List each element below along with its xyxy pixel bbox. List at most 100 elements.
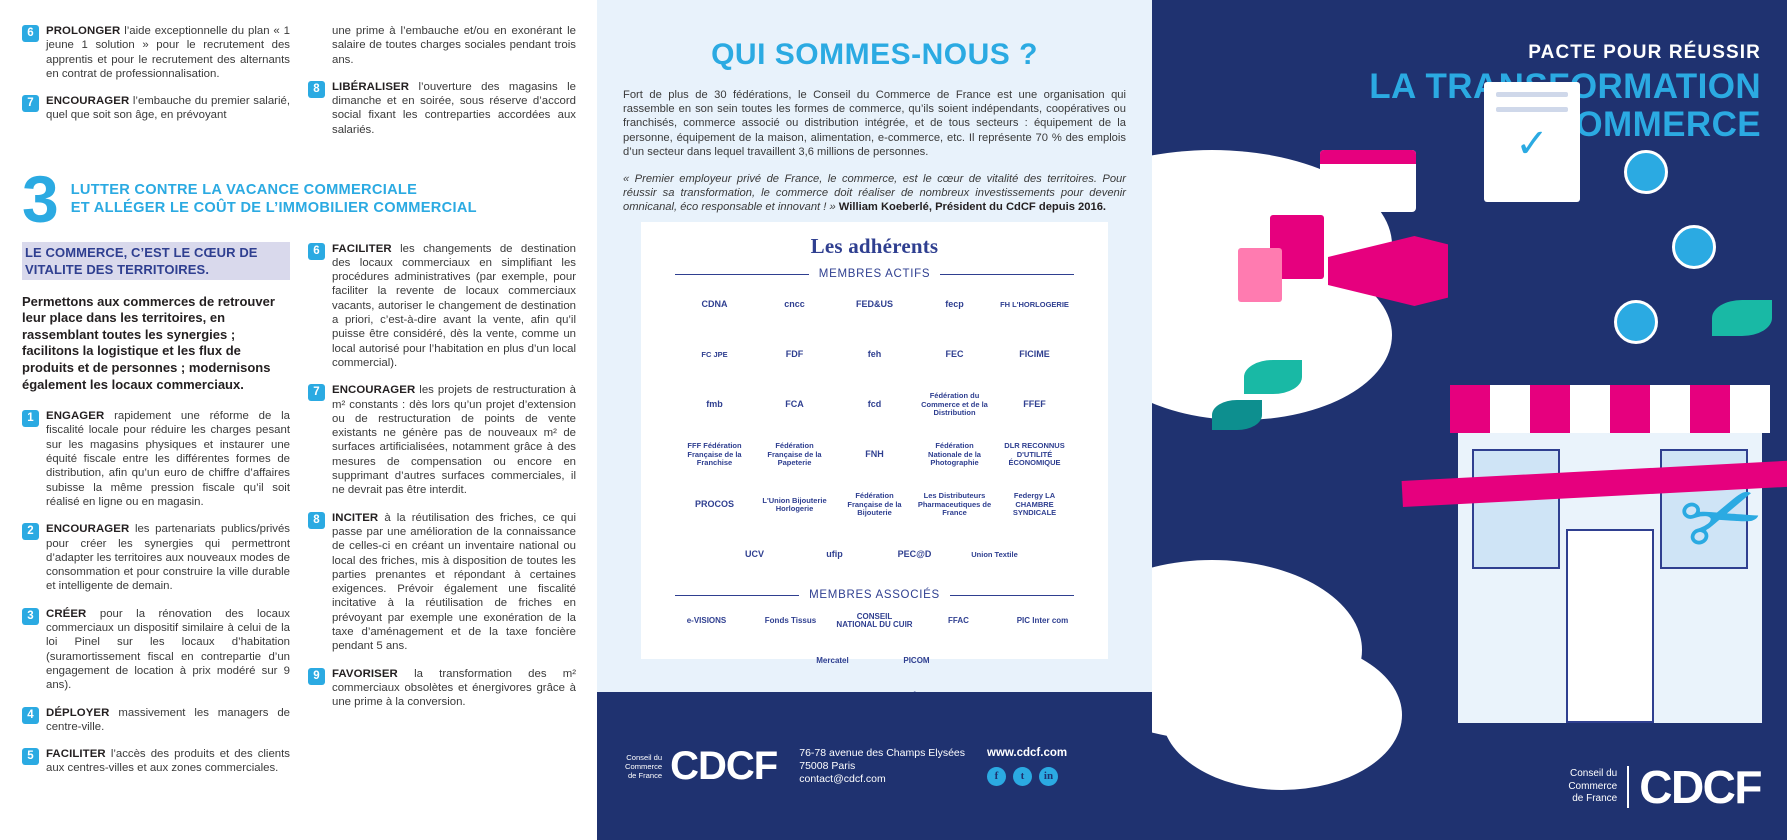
proposal-title: ENGAGER: [46, 410, 105, 423]
linkedin-icon[interactable]: in: [1039, 766, 1058, 786]
proposal-body: l’accès des produits et des clients aux …: [46, 748, 290, 775]
proposal-body: une prime à l’embauche et/ou en exonéran…: [332, 25, 576, 66]
proposal-body: l’aide exceptionnelle du plan « 1 jeune …: [46, 25, 290, 80]
shop-door: [1566, 529, 1654, 723]
proposal-text: INCITER à la réutilisation des friches, …: [332, 511, 576, 654]
proposal-item: 5 FACILITER l’accès des produits et des …: [22, 747, 290, 776]
active-members-logos: CDNA cncc FED&US fecp FH L'HORLOGERIE FC…: [641, 280, 1108, 580]
cover-title-line2: DU COMMERCE: [1488, 105, 1761, 144]
member-logo: DLR RECONNUS D'UTILITÉ ÉCONOMIQUE: [1004, 441, 1065, 468]
footer-logo-line2: Commerce: [625, 761, 663, 771]
cover-title: PACTE POUR RÉUSSIR LA TRANSFORMATION DU …: [1152, 42, 1761, 144]
proposal-text: PROLONGER l’aide exceptionnelle du plan …: [46, 24, 290, 81]
avatar: [1672, 225, 1716, 269]
section-highlight: LE COMMERCE, C’EST LE CŒUR DE VITALITE D…: [22, 241, 290, 280]
member-logo: Federgy LA CHAMBRE SYNDICALE: [1012, 491, 1057, 518]
member-logo: Fédération Française de la Bijouterie: [847, 491, 902, 518]
footer-web-block: www.cdcf.com f t in: [987, 747, 1067, 786]
proposal-title: ENCOURAGER: [46, 95, 130, 108]
proposal-number: 3: [22, 607, 39, 625]
proposal-number: 6: [308, 242, 325, 260]
rule-right: [949, 594, 1074, 596]
proposal-body: les partenariats publics/privés pour cré…: [46, 523, 290, 593]
proposal-body: l’ouverture des magasins le dimanche et …: [332, 80, 576, 136]
cover-logo-line2: Commerce: [1568, 780, 1618, 792]
cover-panel: PACTE POUR RÉUSSIR LA TRANSFORMATION DU …: [1152, 0, 1787, 840]
section-title: LUTTER CONTRE LA VACANCE COMMERCIALE ET …: [71, 182, 477, 217]
footer-logo-line3: de France: [627, 770, 663, 780]
member-logo: UCV: [744, 549, 764, 560]
proposal-title: CRÉER: [46, 607, 87, 620]
proposal-number: 4: [22, 706, 39, 724]
proposal-body: les changements de destination des locau…: [332, 242, 576, 369]
proposal-text: ENCOURAGER les projets de restructuratio…: [332, 383, 576, 497]
member-logo: ufip: [826, 549, 843, 560]
social-links: f t in: [987, 766, 1067, 786]
proposal-text: CRÉER pour la rénovation des locaux comm…: [46, 607, 290, 693]
member-logo: fecp: [945, 299, 964, 310]
associated-members-logos: e-VISIONS Fonds Tissus CONSEIL NATIONAL …: [641, 601, 1108, 681]
avatar: [1614, 300, 1658, 344]
proposal-body: pour la rénovation des locaux commerciau…: [46, 607, 290, 692]
member-logo: Fédération Française de la Papeterie: [767, 441, 822, 468]
proposal-number: 7: [308, 384, 325, 402]
proposal-text: FACILITER les changements de destination…: [332, 242, 576, 371]
twitter-icon[interactable]: t: [1013, 766, 1032, 786]
member-logo: Fédération Nationale de la Photographie: [928, 441, 981, 468]
proposal-text: LIBÉRALISER l’ouverture des magasins le …: [332, 80, 576, 137]
member-logo: FDF: [785, 349, 804, 360]
proposal-item: 4 DÉPLOYER massivement les managers de c…: [22, 706, 290, 735]
footer-logo-line1: Conseil du: [626, 752, 663, 762]
member-logo: PEC@D: [897, 549, 932, 560]
proposal-item: 7 ENCOURAGER les projets de restructurat…: [308, 383, 576, 497]
proposal-body: l’embauche du premier salarié, quel que …: [46, 95, 290, 122]
footer-logo: Conseil du Commerce de France CDCF: [625, 744, 778, 789]
proposal-number-spacer: [308, 25, 325, 42]
section-column-left: LE COMMERCE, C’EST LE CŒUR DE VITALITE D…: [22, 241, 290, 789]
active-members-label-row: MEMBRES ACTIFS: [675, 268, 1074, 280]
section-lead: Permettons aux commerces de retrouver le…: [22, 293, 275, 392]
address-line1: 76-78 avenue des Champs Elysées: [799, 746, 965, 759]
member-logo: FCA: [785, 399, 804, 410]
proposal-item: 3 CRÉER pour la rénovation des locaux co…: [22, 607, 290, 693]
associated-members-label-row: MEMBRES ASSOCIÉS: [675, 589, 1074, 601]
member-logo: FC JPE: [701, 349, 728, 359]
associated-logo: e-VISIONS: [686, 616, 727, 626]
proposal-item: 7 ENCOURAGER l’embauche du premier salar…: [22, 94, 290, 123]
member-logo: fmb: [706, 399, 723, 410]
proposal-title: DÉPLOYER: [46, 706, 110, 719]
proposal-text: ENGAGER rapidement une réforme de la fis…: [46, 409, 290, 509]
associated-logo: CONSEIL NATIONAL DU CUIR: [836, 611, 913, 629]
associated-logo: Mercatel: [816, 656, 849, 666]
proposal-body: rapidement une réforme de la fiscalité l…: [46, 410, 290, 508]
top-column-left: 6 PROLONGER l’aide exceptionnelle du pla…: [22, 24, 290, 150]
proposal-item: 1 ENGAGER rapidement une réforme de la f…: [22, 409, 290, 509]
proposal-title: ENCOURAGER: [46, 523, 130, 536]
proposal-body: à la réutilisation des friches, ce qui p…: [332, 511, 576, 653]
proposal-item: 8 INCITER à la réutilisation des friches…: [308, 511, 576, 654]
section-heading: 3 LUTTER CONTRE LA VACANCE COMMERCIALE E…: [22, 162, 579, 237]
proposal-text: ENCOURAGER les partenariats publics/priv…: [46, 522, 290, 593]
cover-main-title: LA TRANSFORMATION DU COMMERCE: [1152, 68, 1761, 144]
cover-title-line1: LA TRANSFORMATION: [1369, 67, 1761, 106]
leaf-icon: [1212, 400, 1262, 430]
proposal-title: FACILITER: [46, 748, 106, 761]
proposal-text: FAVORISER la transformation des m² comme…: [332, 667, 576, 710]
member-logo: FH L'HORLOGERIE: [1000, 299, 1069, 309]
proposal-number: 9: [308, 667, 325, 685]
member-logo: cncc: [784, 299, 805, 310]
address-email[interactable]: contact@cdcf.com: [799, 772, 886, 785]
proposal-item: 8 LIBÉRALISER l’ouverture des magasins l…: [308, 80, 576, 137]
cover-kicker: PACTE POUR RÉUSSIR: [1528, 42, 1761, 63]
proposal-continuation: une prime à l’embauche et/ou en exonéran…: [308, 24, 576, 67]
rule-right: [940, 273, 1074, 275]
associated-members-label: MEMBRES ASSOCIÉS: [809, 589, 940, 601]
facebook-icon[interactable]: f: [987, 766, 1006, 786]
member-logo: L'Union Bijouterie Horlogerie: [762, 495, 827, 513]
section-number: 3: [22, 162, 59, 237]
footer-website[interactable]: www.cdcf.com: [987, 746, 1068, 759]
members-heading: Les adhérents: [810, 234, 939, 258]
shop-window: [1472, 449, 1560, 569]
proposal-title: LIBÉRALISER: [332, 80, 410, 93]
quote-text: « Premier employeur privé de France, le …: [623, 173, 1126, 214]
